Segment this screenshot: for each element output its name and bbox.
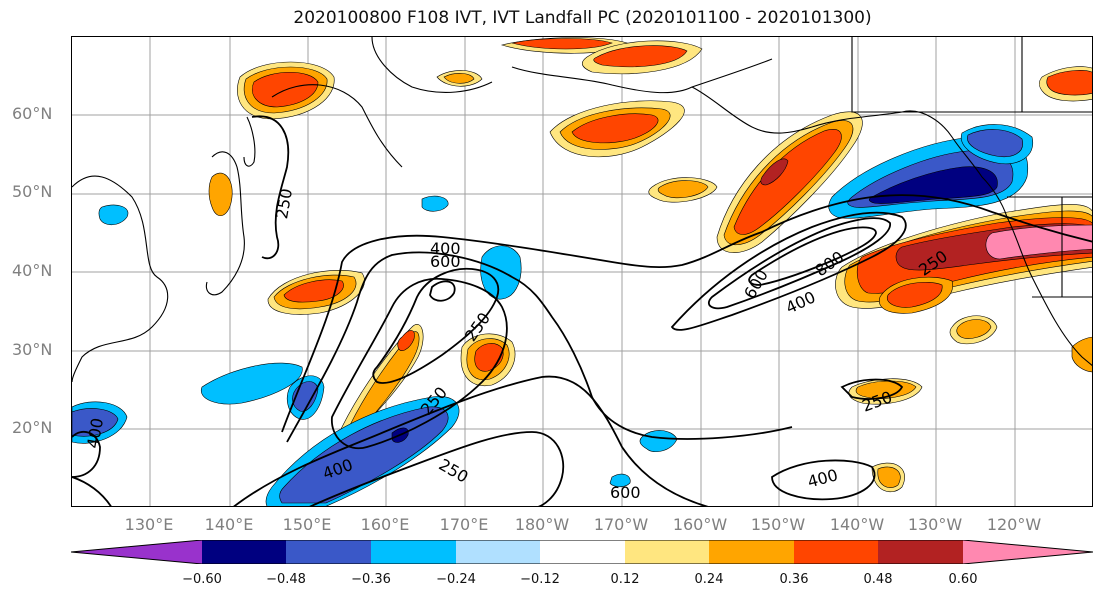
ivt-pc-fill xyxy=(72,37,1092,506)
lon-label-120w: 120°W xyxy=(986,515,1042,534)
colorbar-segment xyxy=(963,540,1093,564)
lon-label-160e: 160°E xyxy=(360,515,410,534)
lat-label-60n: 60°N xyxy=(12,104,53,123)
colorbar-segment xyxy=(709,540,794,564)
lon-label-130e: 130°E xyxy=(124,515,174,534)
contour-labels: 250 400 600 250 400 250 250 600 800 400 … xyxy=(83,187,951,502)
colorbar-segment xyxy=(878,540,963,564)
lat-label-50n: 50°N xyxy=(12,182,53,201)
lon-label-130w: 130°W xyxy=(907,515,963,534)
colorbar-tick-label: 0.12 xyxy=(610,572,640,587)
colorbar-tick-label: 0.60 xyxy=(948,572,978,587)
colorbar-segment xyxy=(202,540,286,564)
ivt-contours xyxy=(72,115,1092,506)
colorbar-segment xyxy=(794,540,878,564)
colorbar-segment xyxy=(286,540,371,564)
contour-label: 400 xyxy=(430,239,461,258)
colorbar-tick-label: 0.36 xyxy=(779,572,809,587)
contour-label: 600 xyxy=(430,252,461,271)
colorbar xyxy=(71,540,1093,564)
map-canvas: 250 400 600 250 400 250 250 600 800 400 … xyxy=(72,37,1092,506)
colorbar-tick-label: −0.60 xyxy=(182,572,222,587)
contour-label: 250 xyxy=(272,187,296,220)
contour-label: 600 xyxy=(610,483,641,502)
lon-label-150w: 150°W xyxy=(750,515,806,534)
colorbar-segment xyxy=(456,540,540,564)
colorbar-segments xyxy=(71,540,1093,564)
colorbar-segment xyxy=(371,540,456,564)
colorbar-tick-label: −0.24 xyxy=(436,572,476,587)
lon-label-140w: 140°W xyxy=(829,515,885,534)
colorbar-segment xyxy=(71,540,202,564)
colorbar-tick-label: −0.12 xyxy=(520,572,560,587)
contour-label: 400 xyxy=(783,287,819,317)
colorbar-tick-label: −0.36 xyxy=(351,572,391,587)
colorbar-segment xyxy=(540,540,625,564)
lon-label-180w: 180°W xyxy=(514,515,570,534)
lat-label-20n: 20°N xyxy=(12,418,53,437)
lat-label-30n: 30°N xyxy=(12,340,53,359)
map-panel: 250 400 600 250 400 250 250 600 800 400 … xyxy=(71,36,1093,507)
colorbar-tick-label: 0.24 xyxy=(694,572,724,587)
lon-label-160w: 160°W xyxy=(672,515,728,534)
lat-label-40n: 40°N xyxy=(12,261,53,280)
contour-label: 400 xyxy=(83,416,107,449)
contour-label: 250 xyxy=(436,455,472,487)
lon-label-140e: 140°E xyxy=(204,515,254,534)
lon-label-150e: 150°E xyxy=(282,515,332,534)
colorbar-tick-label: 0.48 xyxy=(863,572,893,587)
lon-label-170e: 170°E xyxy=(439,515,489,534)
colorbar-tick-label: −0.48 xyxy=(266,572,306,587)
map-title: 2020100800 F108 IVT, IVT Landfall PC (20… xyxy=(293,8,872,28)
contour-label: 400 xyxy=(805,465,839,491)
lon-label-170w: 170°W xyxy=(593,515,649,534)
coastlines xyxy=(72,37,1092,383)
colorbar-segment xyxy=(625,540,709,564)
